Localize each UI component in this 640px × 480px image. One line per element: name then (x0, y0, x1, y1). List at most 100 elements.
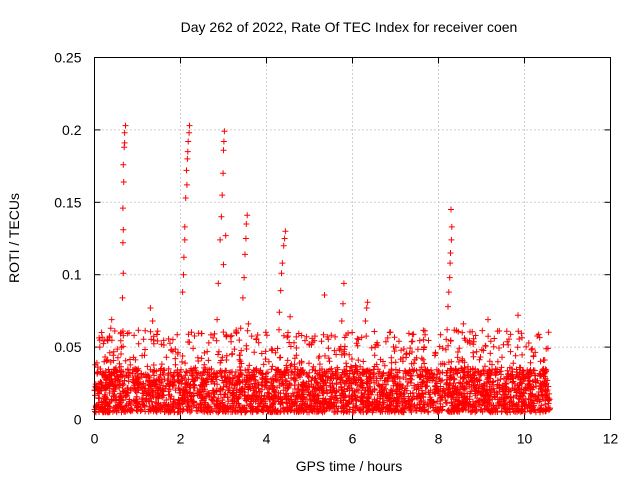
data-point (291, 361, 298, 368)
data-point (198, 330, 205, 337)
data-point (371, 328, 378, 335)
data-point (167, 378, 174, 385)
data-point (542, 375, 549, 382)
data-point (439, 406, 446, 413)
data-point (342, 368, 348, 375)
data-point (457, 374, 464, 381)
data-point (486, 401, 493, 408)
data-point (233, 327, 240, 334)
data-point (102, 354, 109, 360)
data-point (325, 374, 332, 381)
data-point (224, 405, 231, 412)
data-point (249, 409, 256, 416)
data-point (388, 354, 395, 361)
data-point (181, 381, 188, 388)
data-point (331, 385, 337, 392)
data-point (253, 335, 260, 342)
data-point (101, 358, 108, 365)
data-point (413, 386, 420, 393)
data-point (537, 385, 544, 392)
data-point (519, 351, 526, 358)
data-point (498, 408, 505, 415)
data-point (144, 363, 151, 370)
data-point (405, 369, 412, 376)
data-point (194, 374, 201, 381)
data-point (147, 328, 154, 335)
data-point (498, 396, 504, 403)
data-point (181, 236, 188, 243)
data-point (157, 366, 164, 373)
data-point (396, 338, 402, 345)
data-point (264, 408, 271, 415)
data-point (470, 402, 477, 409)
data-point (206, 390, 213, 397)
data-point (341, 343, 348, 350)
data-point (300, 407, 307, 414)
data-point (527, 408, 534, 415)
data-point (405, 379, 411, 385)
data-point (315, 392, 322, 399)
data-point (259, 386, 265, 393)
data-point (357, 398, 364, 405)
data-point (501, 405, 508, 412)
data-point (284, 357, 291, 364)
data-point (186, 129, 193, 136)
data-point (391, 348, 398, 355)
data-point (158, 361, 165, 368)
data-point (119, 205, 126, 212)
data-point (126, 369, 133, 376)
data-point (516, 364, 523, 371)
data-point (120, 332, 127, 339)
data-point (328, 332, 335, 339)
data-point (260, 403, 267, 410)
data-point (282, 228, 289, 235)
data-point (393, 397, 400, 404)
data-point (241, 395, 248, 402)
data-point (529, 378, 536, 385)
data-point (210, 393, 217, 400)
data-point (180, 392, 187, 399)
data-point (346, 387, 353, 394)
data-point (288, 407, 295, 413)
data-point (469, 377, 476, 384)
data-point (256, 369, 262, 376)
data-point (460, 369, 466, 376)
data-point (400, 346, 407, 352)
data-point (447, 260, 454, 267)
data-point (220, 138, 227, 145)
data-point (214, 316, 221, 323)
y-tick-label: 0.15 (54, 194, 81, 210)
data-point (174, 331, 181, 338)
data-point (434, 398, 441, 405)
data-point (248, 398, 255, 405)
data-point (487, 350, 494, 357)
data-point (188, 365, 195, 372)
data-point (375, 382, 382, 389)
data-point (135, 365, 142, 372)
data-point (283, 378, 290, 385)
data-point (149, 318, 156, 324)
data-point (199, 379, 206, 386)
data-point (517, 393, 524, 400)
data-point (539, 407, 546, 414)
data-point (448, 223, 455, 230)
data-point (132, 376, 139, 383)
data-point (414, 381, 421, 388)
data-point (227, 405, 234, 412)
data-point (154, 328, 161, 335)
data-point (382, 338, 389, 345)
data-point (439, 377, 446, 384)
data-point (334, 366, 341, 373)
data-point (310, 363, 317, 370)
data-point (507, 331, 514, 338)
data-point (503, 409, 510, 416)
data-point (345, 401, 352, 408)
data-point (294, 371, 300, 378)
data-point (408, 373, 415, 379)
data-point (97, 366, 104, 372)
data-point (417, 366, 424, 373)
data-point (236, 380, 243, 386)
data-point (497, 376, 504, 383)
data-point (518, 330, 525, 337)
data-point (508, 365, 515, 372)
